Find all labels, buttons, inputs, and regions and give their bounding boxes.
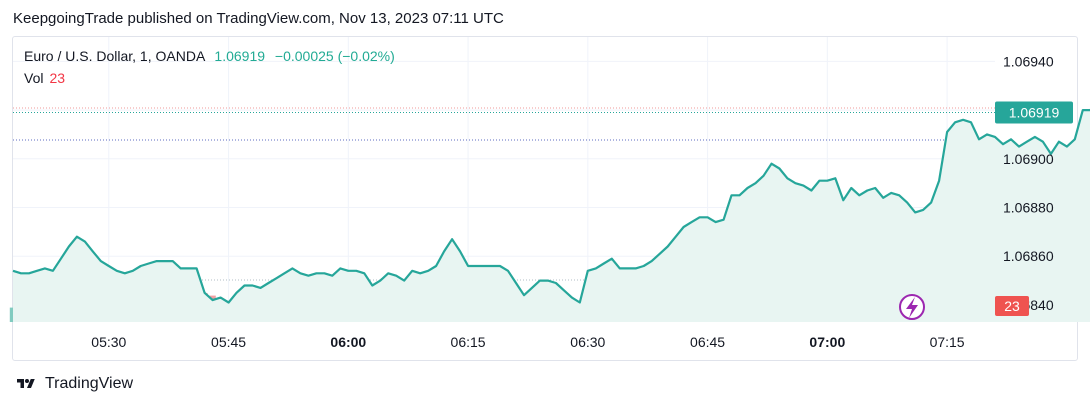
tradingview-logo-icon	[17, 379, 35, 388]
x-tick-label: 06:00	[330, 334, 366, 350]
last-price-value: 1.06919	[214, 48, 266, 64]
footer-brand: TradingView	[45, 375, 134, 392]
x-tick-label: 06:45	[690, 334, 725, 350]
x-tick-label: 06:30	[570, 334, 605, 350]
y-tick-label: 1.06880	[1003, 200, 1054, 216]
volume-legend: Vol 23	[24, 70, 65, 86]
lightning-icon[interactable]	[899, 294, 925, 320]
time-axis: 05:30 05:45 06:00 06:15 06:30 06:45 07:00 07:15	[91, 334, 965, 350]
axis-badges: 1.06919 23	[995, 101, 1073, 316]
x-tick-label: 05:45	[211, 334, 246, 350]
y-tick-label: 1.06900	[1003, 151, 1054, 167]
last-price-badge-text: 1.06919	[1009, 105, 1060, 121]
symbol-legend: Euro / U.S. Dollar, 1, OANDA 1.06919 −0.…	[24, 48, 395, 64]
x-tick-label: 07:00	[809, 334, 845, 350]
tradingview-footer[interactable]: TradingView	[13, 375, 133, 393]
y-tick-label: 1.06860	[1003, 248, 1054, 264]
publish-header: KeepgoingTrade published on TradingView.…	[13, 10, 504, 27]
volume-label[interactable]: Vol	[24, 70, 44, 86]
price-change: −0.00025 (−0.02%)	[274, 48, 395, 64]
x-tick-label: 05:30	[91, 334, 126, 350]
last-price-badge	[995, 101, 1073, 124]
price-line	[12, 108, 1090, 304]
y-tick-label: 1.06940	[1003, 53, 1054, 69]
symbol-name[interactable]: Euro / U.S. Dollar, 1, OANDA	[24, 48, 205, 64]
price-area	[13, 110, 1090, 322]
volume-value: 23	[49, 70, 66, 86]
volume-badge	[995, 296, 1029, 316]
volume-badge-text: 23	[1004, 298, 1020, 314]
x-tick-label: 06:15	[451, 334, 486, 350]
x-tick-label: 07:15	[930, 334, 965, 350]
